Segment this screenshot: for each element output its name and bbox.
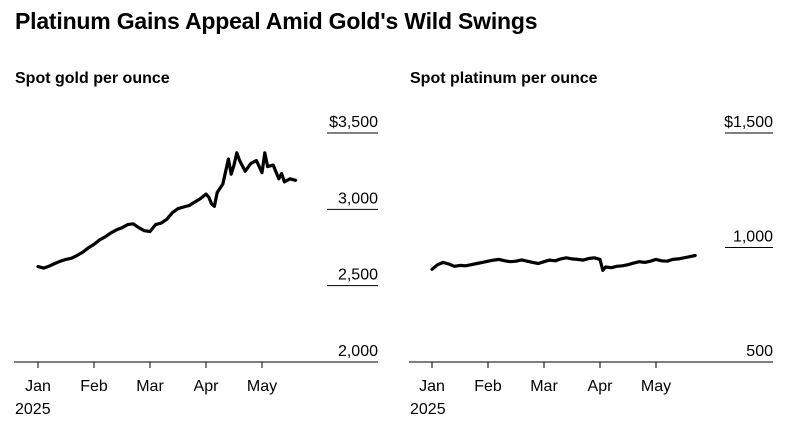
gold-x-tick-label: Feb: [80, 378, 108, 395]
platinum-x-tick-label: Jan: [419, 378, 445, 395]
gold-y-tick-label: $3,500: [329, 114, 378, 131]
platinum-y-tick-label: $1,500: [724, 114, 773, 131]
gold-y-tick-label: 2,000: [338, 343, 378, 360]
gold-x-tick-label: Mar: [136, 378, 164, 395]
platinum-price-line: [430, 253, 697, 272]
gold-x-tick-sublabel: 2025: [15, 401, 51, 418]
gold-x-tick-label: May: [247, 378, 277, 395]
gold-y-tick-label: 3,000: [338, 190, 378, 207]
platinum-y-tick-label: 1,000: [733, 229, 773, 246]
gold-x-tick-label: Jan: [25, 378, 51, 395]
gold-price-line: [36, 151, 298, 270]
platinum-x-tick-label: May: [641, 378, 671, 395]
gold-chart-title: Spot gold per ounce: [15, 70, 170, 87]
platinum-chart-title: Spot platinum per ounce: [410, 70, 598, 87]
gold-y-tick-label: 2,500: [338, 267, 378, 284]
chart-title: Platinum Gains Appeal Amid Gold's Wild S…: [15, 8, 538, 34]
platinum-x-tick-label: Feb: [474, 378, 502, 395]
platinum-x-tick-label: Mar: [530, 378, 558, 395]
gold-x-tick-label: Apr: [194, 378, 220, 395]
platinum-x-tick-sublabel: 2025: [410, 401, 446, 418]
platinum-y-tick-label: 500: [746, 343, 773, 360]
gold-chart: $3,500 3,000 2,500 2,000 Jan 2025 Feb Mar Apr May: [14, 114, 378, 418]
platinum-x-tick-label: Apr: [588, 378, 614, 395]
